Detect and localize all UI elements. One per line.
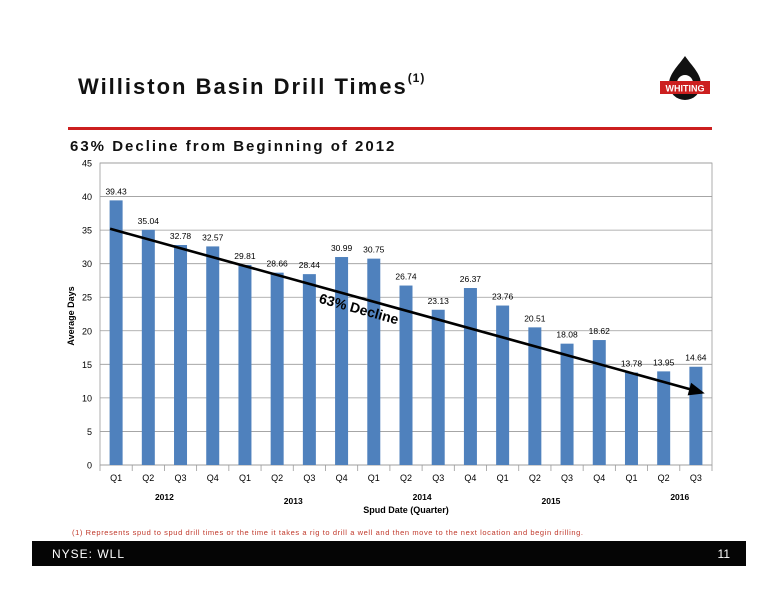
bar-value-label: 20.51 <box>524 313 546 323</box>
bar-value-label: 28.66 <box>267 259 289 269</box>
drill-times-chart: 0 5 10 15 20 25 30 35 40 45 39.43 Q1 35.04 Q2 32.78 Q3 3… <box>66 159 713 515</box>
x-tick-label: Q1 <box>110 473 122 483</box>
x-tick-label: Q2 <box>529 473 541 483</box>
bar <box>174 245 188 465</box>
year-label: 2014 <box>413 492 432 502</box>
bar-value-label: 23.13 <box>428 296 450 306</box>
bar-value-label: 39.43 <box>105 186 127 196</box>
chart-subtitle: 63% Decline from Beginning of 2012 <box>70 138 397 155</box>
bar <box>431 309 445 465</box>
y-tick-label: 40 <box>82 192 92 202</box>
x-tick-label: Q2 <box>658 473 670 483</box>
trend-label: 63% Decline <box>318 290 401 327</box>
bar <box>689 366 703 465</box>
bar <box>141 229 155 465</box>
x-tick-label: Q3 <box>175 473 187 483</box>
bar-value-label: 30.99 <box>331 243 353 253</box>
bar <box>624 372 638 465</box>
x-tick-label: Q4 <box>207 473 219 483</box>
footnote: (1) Represents spud to spud drill times … <box>72 528 584 537</box>
y-tick-label: 20 <box>82 326 92 336</box>
y-tick-label: 0 <box>87 461 92 471</box>
bar <box>335 257 349 465</box>
x-tick-label: Q2 <box>400 473 412 483</box>
bar-value-label: 14.64 <box>685 353 707 363</box>
bar-value-label: 18.08 <box>556 330 578 340</box>
bar-value-label: 18.62 <box>589 326 611 336</box>
x-tick-label: Q3 <box>561 473 573 483</box>
trend-arrowhead <box>687 382 705 396</box>
bar-value-label: 30.75 <box>363 245 385 255</box>
bar <box>657 371 671 465</box>
y-tick-label: 25 <box>82 293 92 303</box>
x-tick-label: Q4 <box>593 473 605 483</box>
bar <box>399 285 413 465</box>
y-tick-label: 45 <box>82 159 92 169</box>
x-tick-label: Q4 <box>336 473 348 483</box>
bar <box>270 272 284 465</box>
bar-value-label: 13.78 <box>621 359 643 369</box>
footer-bar: NYSE: WLL 11 <box>32 541 746 566</box>
whiting-logo: WHITING <box>660 56 710 100</box>
bar-value-label: 26.37 <box>460 274 482 284</box>
page-number: 11 <box>717 547 730 561</box>
x-tick-label: Q3 <box>432 473 444 483</box>
bar <box>367 258 381 465</box>
trend-line <box>109 227 703 394</box>
bar-value-label: 32.78 <box>170 231 192 241</box>
y-tick-label: 30 <box>82 259 92 269</box>
bar-value-label: 23.76 <box>492 292 514 302</box>
x-tick-label: Q3 <box>690 473 702 483</box>
slide-title-text: Williston Basin Drill Times <box>78 74 408 99</box>
x-axis-title: Spud Date (Quarter) <box>363 505 449 515</box>
y-tick-label: 5 <box>87 427 92 437</box>
y-tick-label: 10 <box>82 393 92 403</box>
bar-value-label: 13.95 <box>653 357 675 367</box>
bar-value-label: 29.81 <box>234 251 256 261</box>
x-tick-label: Q2 <box>142 473 154 483</box>
y-axis-title: Average Days <box>66 286 76 345</box>
slide-title: Williston Basin Drill Times(1) <box>78 70 426 100</box>
x-tick-label: Q1 <box>625 473 637 483</box>
year-label: 2013 <box>284 496 303 506</box>
bar-value-label: 26.74 <box>395 272 417 282</box>
y-tick-label: 15 <box>82 360 92 370</box>
slide-title-footnote-ref: (1) <box>407 70 426 85</box>
bar <box>302 274 316 465</box>
bar <box>528 327 542 465</box>
bar <box>592 340 606 465</box>
x-tick-label: Q3 <box>303 473 315 483</box>
year-label: 2012 <box>155 492 174 502</box>
x-tick-label: Q4 <box>464 473 476 483</box>
bar-value-label: 35.04 <box>138 216 160 226</box>
title-divider <box>68 127 712 130</box>
year-label: 2015 <box>541 496 560 506</box>
bar <box>496 305 510 465</box>
x-tick-label: Q1 <box>239 473 251 483</box>
bar-value-label: 32.57 <box>202 232 224 242</box>
bar-value-label: 28.44 <box>299 260 321 270</box>
bar <box>238 264 252 465</box>
bar <box>109 200 123 465</box>
x-tick-label: Q1 <box>497 473 509 483</box>
bar <box>463 288 477 465</box>
bar <box>206 246 220 465</box>
year-label: 2016 <box>670 492 689 502</box>
ticker-label: NYSE: WLL <box>52 547 126 561</box>
x-tick-label: Q2 <box>271 473 283 483</box>
y-tick-label: 35 <box>82 226 92 236</box>
logo-text: WHITING <box>666 84 705 94</box>
bar <box>560 343 574 465</box>
x-tick-label: Q1 <box>368 473 380 483</box>
logo-banner <box>660 81 710 94</box>
